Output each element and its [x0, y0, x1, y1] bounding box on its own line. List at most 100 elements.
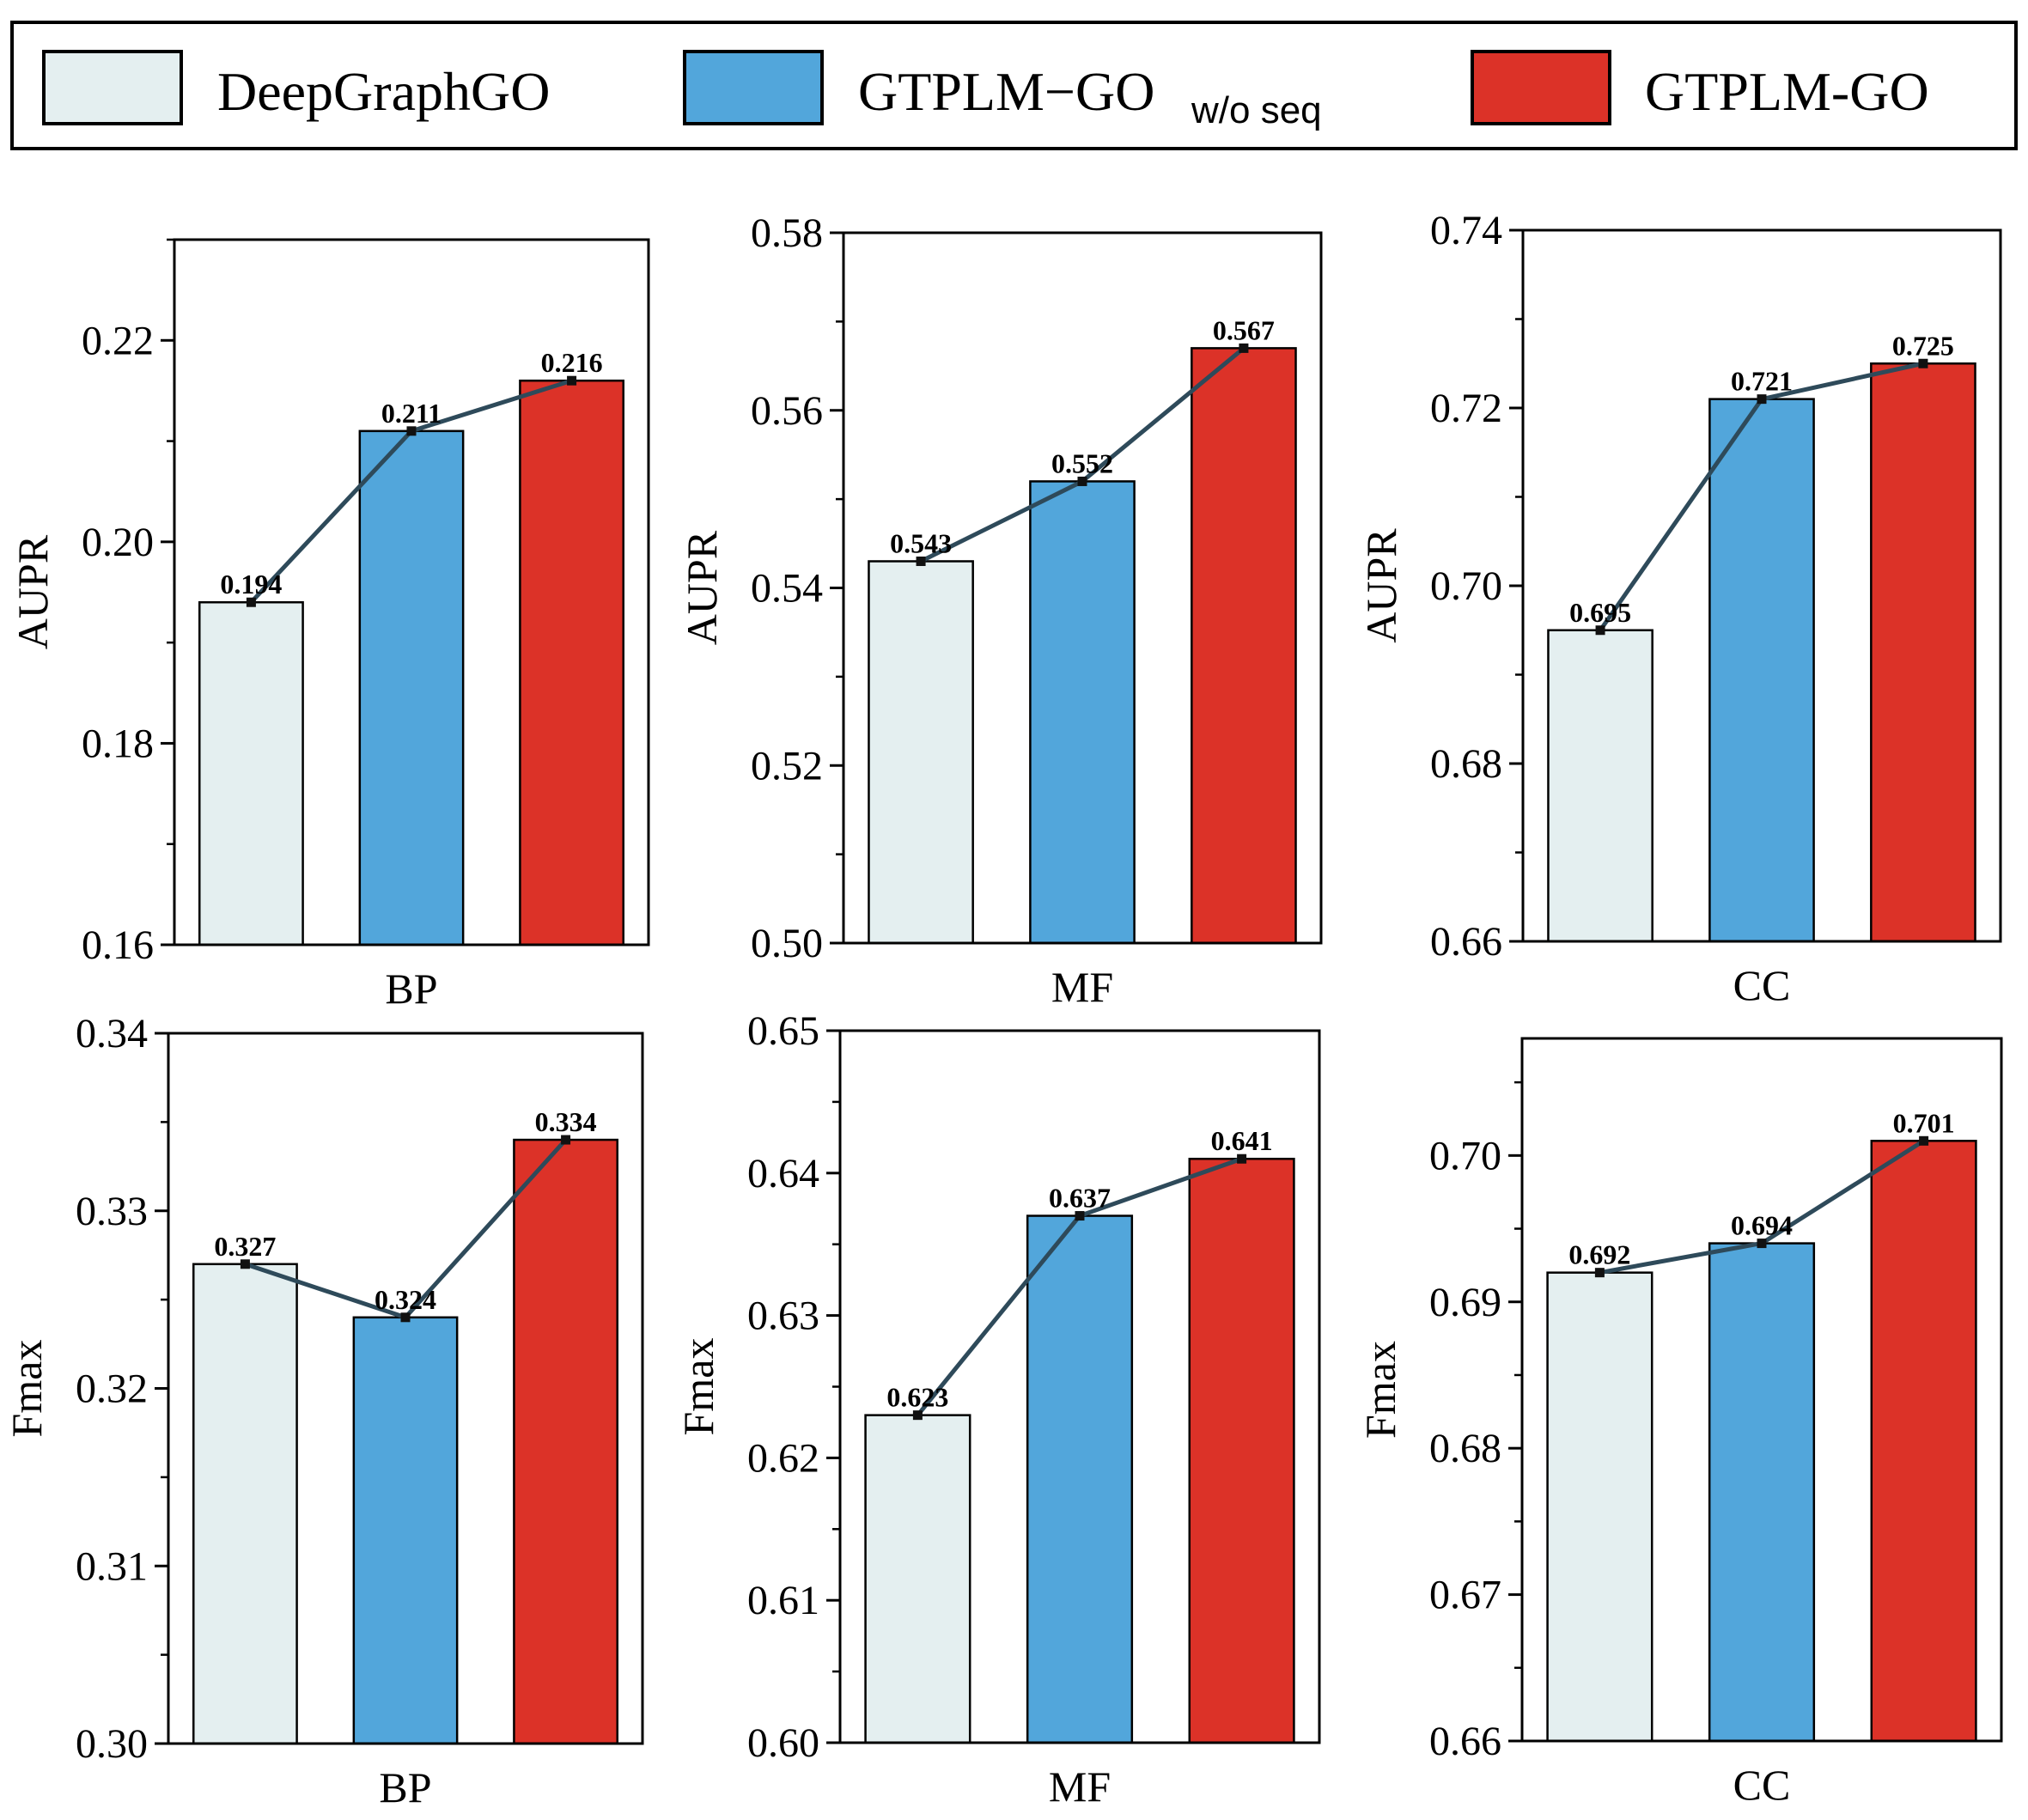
data-label: 0.694 [1731, 1210, 1793, 1241]
point-marker [916, 556, 926, 566]
data-label: 0.695 [1569, 597, 1631, 628]
bar [1191, 347, 1297, 945]
y-tick-label: 0.18 [82, 721, 154, 766]
point-marker [1757, 394, 1767, 405]
bar [1029, 480, 1136, 945]
y-tick-label: 0.66 [1429, 1719, 1501, 1764]
y-tick-label: 0.62 [747, 1435, 819, 1481]
y-tick-label: 0.70 [1429, 1133, 1501, 1178]
data-label: 0.211 [381, 398, 442, 429]
bar [519, 379, 624, 947]
bar [513, 1138, 618, 1745]
legend-label-deepgraphgo: DeepGraphGO [217, 61, 550, 122]
plot-frame [838, 1029, 1321, 1744]
point-marker [406, 426, 417, 436]
point-marker [567, 375, 577, 386]
legend: DeepGraphGO GTPLM−GO w/o seq GTPLM-GO [10, 21, 2018, 150]
legend-label-gtplm-go-wo-seq: GTPLM−GO [858, 61, 1154, 122]
data-label: 0.194 [220, 569, 282, 600]
data-label: 0.641 [1211, 1125, 1273, 1156]
y-tick-label: 0.66 [1430, 919, 1502, 965]
plot-frame [1521, 228, 2002, 943]
legend-label-gtplm-go-wo-seq-subscript: w/o seq [1191, 89, 1322, 131]
bar [1870, 1140, 1977, 1743]
panel-aupr-mf: 0.50 0.52 0.54 0.56 0.58 AUPR MF 0.543 0.552 0.56… [678, 210, 1323, 1011]
point-marker [1918, 358, 1928, 368]
panel-fmax-cc: 0.66 0.67 0.68 0.69 0.70 Fmax CC 0.692 0.694 0.70… [1356, 1037, 2003, 1809]
bar [1546, 1271, 1653, 1743]
y-tick-label: 0.74 [1430, 208, 1502, 253]
point-marker [246, 597, 256, 607]
y-tick-label: 0.63 [747, 1293, 819, 1339]
y-tick-label: 0.16 [82, 922, 154, 968]
bar [358, 429, 465, 947]
x-axis-label: CC [1733, 1761, 1791, 1809]
data-label: 0.334 [535, 1106, 597, 1137]
bar [1547, 629, 1653, 943]
y-tick-label: 0.33 [76, 1189, 148, 1234]
y-tick-label: 0.72 [1430, 386, 1502, 431]
data-label: 0.637 [1049, 1183, 1111, 1214]
panel-fmax-mf: 0.60 0.61 0.62 0.63 0.64 0.65 Fmax MF 0.623 0.637… [674, 1008, 1321, 1811]
legend-frame [10, 21, 2018, 150]
x-axis-label: BP [379, 1763, 431, 1811]
bar [864, 1414, 971, 1744]
data-label: 0.725 [1892, 330, 1954, 361]
panel-aupr-cc: 0.66 0.68 0.70 0.72 0.74 AUPR CC 0.695 0.721 0.72… [1357, 208, 2002, 1009]
bar [192, 1263, 298, 1745]
data-label: 0.692 [1568, 1239, 1630, 1270]
y-axis-label: Fmax [1356, 1341, 1404, 1439]
y-tick-label: 0.70 [1430, 563, 1502, 609]
y-axis-label: AUPR [9, 534, 57, 649]
panel-aupr-bp: 0.16 0.18 0.20 0.22 AUPR BP 0.194 0.211 0.216 [9, 238, 650, 1013]
y-tick-label: 0.34 [76, 1011, 148, 1056]
panel-fmax-bp: 0.30 0.31 0.32 0.33 0.34 Fmax BP 0.327 0.324 0.33… [3, 1011, 644, 1811]
legend-swatch-gtplm-go-wo-seq [683, 50, 824, 125]
bar [198, 600, 304, 947]
point-marker [1239, 343, 1249, 353]
y-tick-label: 0.52 [751, 743, 823, 788]
bar [1708, 398, 1815, 943]
bar [1026, 1214, 1134, 1744]
y-tick-label: 0.54 [751, 566, 823, 612]
y-tick-label: 0.67 [1429, 1573, 1501, 1618]
bar [868, 560, 974, 945]
y-tick-label: 0.61 [747, 1578, 819, 1623]
x-axis-label: MF [1049, 1762, 1111, 1811]
y-tick-label: 0.56 [751, 388, 823, 434]
point-marker [1077, 476, 1087, 486]
plot-frame [842, 231, 1323, 945]
y-tick-label: 0.68 [1429, 1426, 1501, 1471]
y-tick-label: 0.65 [747, 1008, 819, 1054]
y-axis-label: AUPR [678, 530, 726, 645]
y-tick-label: 0.30 [76, 1721, 148, 1767]
y-axis-label: AUPR [1357, 528, 1405, 643]
point-marker [561, 1135, 571, 1145]
point-marker [1757, 1239, 1767, 1249]
y-tick-label: 0.58 [751, 210, 823, 256]
data-label: 0.216 [541, 347, 603, 378]
x-axis-label: BP [385, 965, 437, 1013]
y-tick-label: 0.64 [747, 1151, 819, 1196]
data-label: 0.721 [1731, 366, 1793, 397]
plot-frame [167, 1032, 644, 1745]
y-tick-label: 0.60 [747, 1720, 819, 1766]
data-label: 0.701 [1893, 1107, 1955, 1138]
data-label: 0.567 [1213, 314, 1275, 345]
y-tick-label: 0.50 [751, 921, 823, 966]
point-marker [1595, 625, 1605, 636]
x-axis-label: MF [1051, 963, 1113, 1011]
point-marker [912, 1410, 923, 1421]
bar [1870, 362, 1976, 943]
point-marker [1237, 1153, 1247, 1164]
data-label: 0.327 [214, 1231, 276, 1262]
y-tick-label: 0.69 [1429, 1280, 1501, 1325]
legend-label-gtplm-go: GTPLM-GO [1645, 61, 1929, 122]
point-marker [1594, 1268, 1605, 1278]
data-label: 0.543 [890, 527, 952, 558]
bar [1708, 1242, 1816, 1743]
y-axis-label: Fmax [674, 1338, 722, 1436]
plot-frame [1520, 1037, 2003, 1743]
legend-swatch-gtplm-go [1471, 50, 1611, 125]
